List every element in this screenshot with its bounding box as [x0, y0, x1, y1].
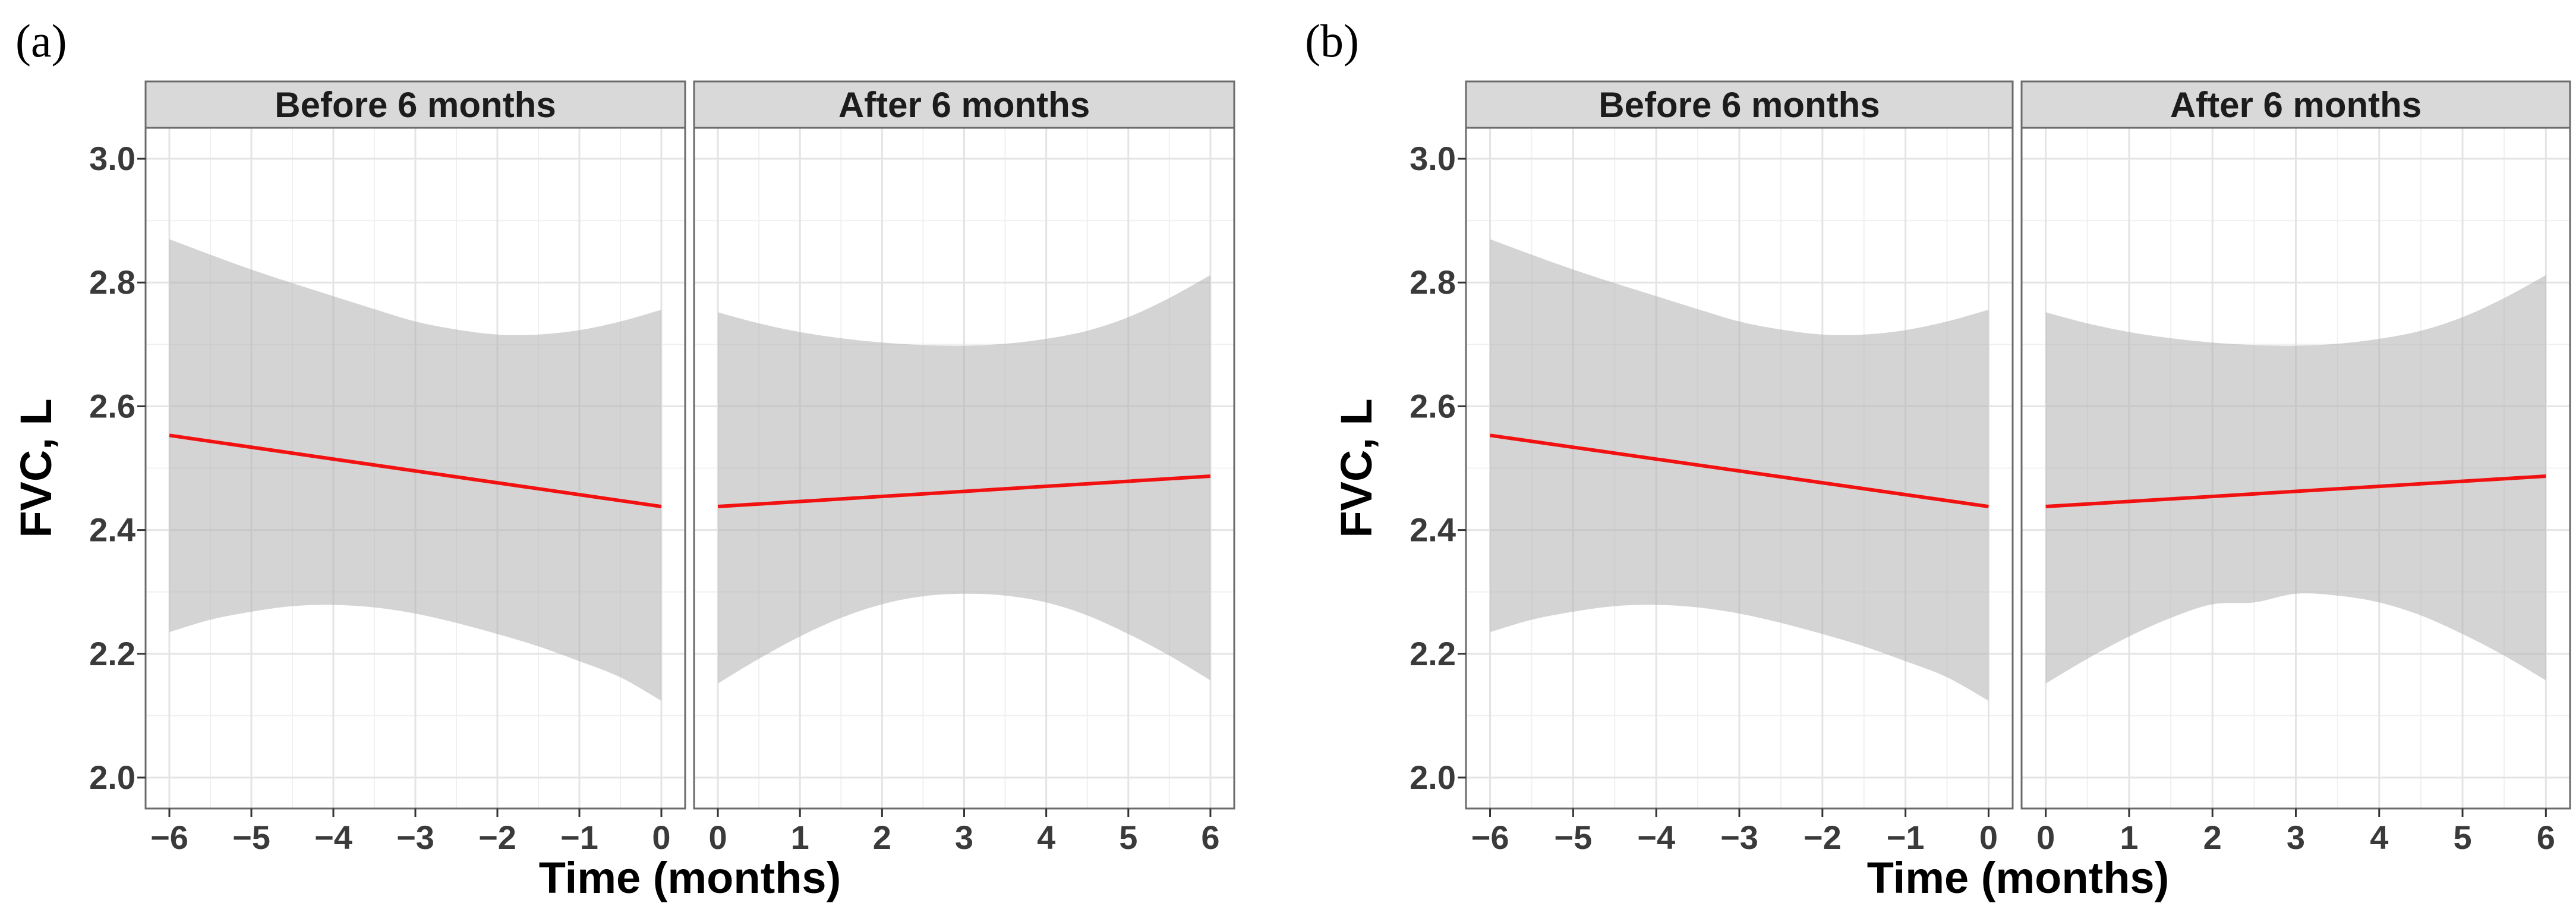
x-tick-label: 0: [2036, 819, 2055, 856]
x-tick-label: 6: [2537, 819, 2555, 856]
x-axis: −6 −5 −4 −3 −2 −1 0: [1471, 809, 1998, 856]
facet-strip-label: After 6 months: [2170, 85, 2421, 125]
x-axis: −6 −5 −4 −3 −2 −1 0: [150, 809, 671, 856]
x-tick-label: −6: [1471, 819, 1509, 856]
x-tick-label: −4: [314, 819, 352, 856]
facet-strip-label: Before 6 months: [275, 85, 556, 125]
x-tick-label: −2: [1803, 819, 1842, 856]
panel-b-facet-0: Before 6 months −6 −5 −4 −3 −2 −1 0 2.0 2.2 2.4 2.6…: [1410, 80, 2014, 856]
y-tick-label: 2.8: [1410, 263, 1456, 301]
x-tick-label: 3: [955, 819, 973, 856]
y-axis: 2.0 2.2 2.4 2.6 2.8 3.0: [89, 140, 146, 796]
y-tick-label: 2.0: [1410, 759, 1456, 796]
grid-lines: [694, 128, 1234, 809]
x-tick-label: 2: [873, 819, 891, 856]
y-tick-label: 2.6: [1410, 387, 1456, 424]
x-tick-label: −1: [560, 819, 598, 856]
facet-strip-label: Before 6 months: [1598, 85, 1880, 125]
panel-a-label: (a): [15, 15, 67, 67]
panel-a-x-axis-title: Time (months): [539, 853, 841, 902]
x-axis: 0 1 2 3 4 5 6: [708, 809, 1220, 856]
panel-b-y-axis-title: FVC, L: [1332, 398, 1381, 537]
x-tick-label: −3: [396, 819, 434, 856]
x-tick-label: 4: [2370, 819, 2388, 856]
x-tick-label: −3: [1720, 819, 1758, 856]
x-tick-label: 5: [2453, 819, 2471, 856]
x-tick-label: 5: [1119, 819, 1137, 856]
panel-a-y-axis-title: FVC, L: [11, 398, 61, 537]
y-tick-label: 2.4: [1410, 511, 1456, 549]
panel-a: FVC, L Time (months) Before 6 months −6 −5 −4…: [11, 80, 1235, 902]
x-tick-label: 2: [2203, 819, 2222, 856]
x-tick-label: 1: [791, 819, 809, 856]
confidence-band: [718, 275, 1210, 684]
panel-b: FVC, L Time (months) Before 6 months −6 −5 −4…: [1332, 80, 2571, 902]
facet-strip-before: [1465, 80, 2014, 129]
x-tick-label: 6: [1201, 819, 1219, 856]
x-tick-label: 1: [2120, 819, 2138, 856]
facet-strip-after: [693, 80, 1235, 129]
panel-b-x-axis-title: Time (months): [1867, 853, 2169, 902]
x-tick-label: 0: [652, 819, 670, 856]
x-tick-label: −5: [1554, 819, 1592, 856]
y-tick-label: 2.2: [1410, 635, 1456, 672]
panel-b-facet-1: After 6 months 0 1 2 3 4 5 6: [2020, 80, 2571, 856]
trend-line: [169, 433, 662, 509]
facet-strip-before: [144, 80, 686, 129]
trend-line: [2045, 474, 2546, 509]
panel-b-label: (b): [1305, 15, 1359, 67]
x-tick-label: 0: [1979, 819, 1998, 856]
facet-strip-label: After 6 months: [838, 85, 1090, 125]
y-axis: 2.0 2.2 2.4 2.6 2.8 3.0: [1410, 140, 1466, 796]
x-tick-label: −1: [1887, 819, 1925, 856]
trend-line: [1490, 433, 1989, 509]
panel-a-facet-1: After 6 months 0 1 2 3 4 5 6: [693, 80, 1235, 856]
x-tick-label: 4: [1037, 819, 1055, 856]
panel-a-facet-0: Before 6 months −6 −5 −4 −3 −2 −1 0 2.0 2.2 2.4 2.6…: [89, 80, 686, 856]
x-tick-label: −6: [150, 819, 188, 856]
x-tick-label: 3: [2287, 819, 2305, 856]
y-tick-label: 3.0: [1410, 140, 1456, 177]
y-tick-label: 3.0: [89, 140, 135, 177]
confidence-band: [2045, 275, 2546, 684]
x-tick-label: −5: [232, 819, 270, 856]
trend-line: [717, 474, 1211, 509]
y-tick-label: 2.6: [89, 387, 135, 424]
y-tick-label: 2.2: [89, 635, 135, 672]
x-tick-label: −4: [1637, 819, 1675, 856]
facet-strip-after: [2020, 80, 2571, 129]
y-tick-label: 2.4: [89, 511, 135, 549]
y-tick-label: 2.8: [89, 263, 135, 301]
y-tick-label: 2.0: [89, 759, 135, 796]
x-tick-label: −2: [478, 819, 516, 856]
x-tick-label: 0: [708, 819, 727, 856]
x-axis: 0 1 2 3 4 5 6: [2036, 809, 2555, 856]
